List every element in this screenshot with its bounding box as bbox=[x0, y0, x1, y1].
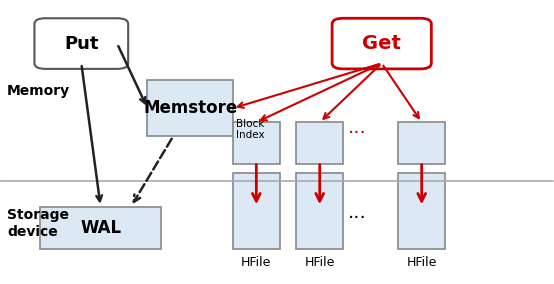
FancyBboxPatch shape bbox=[34, 18, 128, 69]
FancyBboxPatch shape bbox=[296, 173, 343, 249]
Text: ...: ... bbox=[347, 203, 366, 222]
Text: HFile: HFile bbox=[407, 256, 437, 270]
FancyBboxPatch shape bbox=[233, 173, 280, 249]
FancyBboxPatch shape bbox=[296, 122, 343, 164]
Text: Put: Put bbox=[64, 35, 99, 53]
FancyBboxPatch shape bbox=[147, 80, 233, 136]
Text: ...: ... bbox=[347, 118, 366, 137]
FancyBboxPatch shape bbox=[332, 18, 432, 69]
Text: Memstore: Memstore bbox=[143, 99, 237, 117]
FancyBboxPatch shape bbox=[398, 122, 445, 164]
Text: WAL: WAL bbox=[80, 219, 121, 237]
Text: HFile: HFile bbox=[241, 256, 271, 270]
Text: Get: Get bbox=[362, 34, 401, 53]
FancyBboxPatch shape bbox=[398, 173, 445, 249]
FancyBboxPatch shape bbox=[40, 207, 161, 249]
Text: Storage
device: Storage device bbox=[7, 208, 69, 239]
Text: Block
Index: Block Index bbox=[235, 118, 264, 140]
Text: Memory: Memory bbox=[7, 84, 70, 98]
FancyBboxPatch shape bbox=[233, 122, 280, 164]
Text: HFile: HFile bbox=[305, 256, 335, 270]
